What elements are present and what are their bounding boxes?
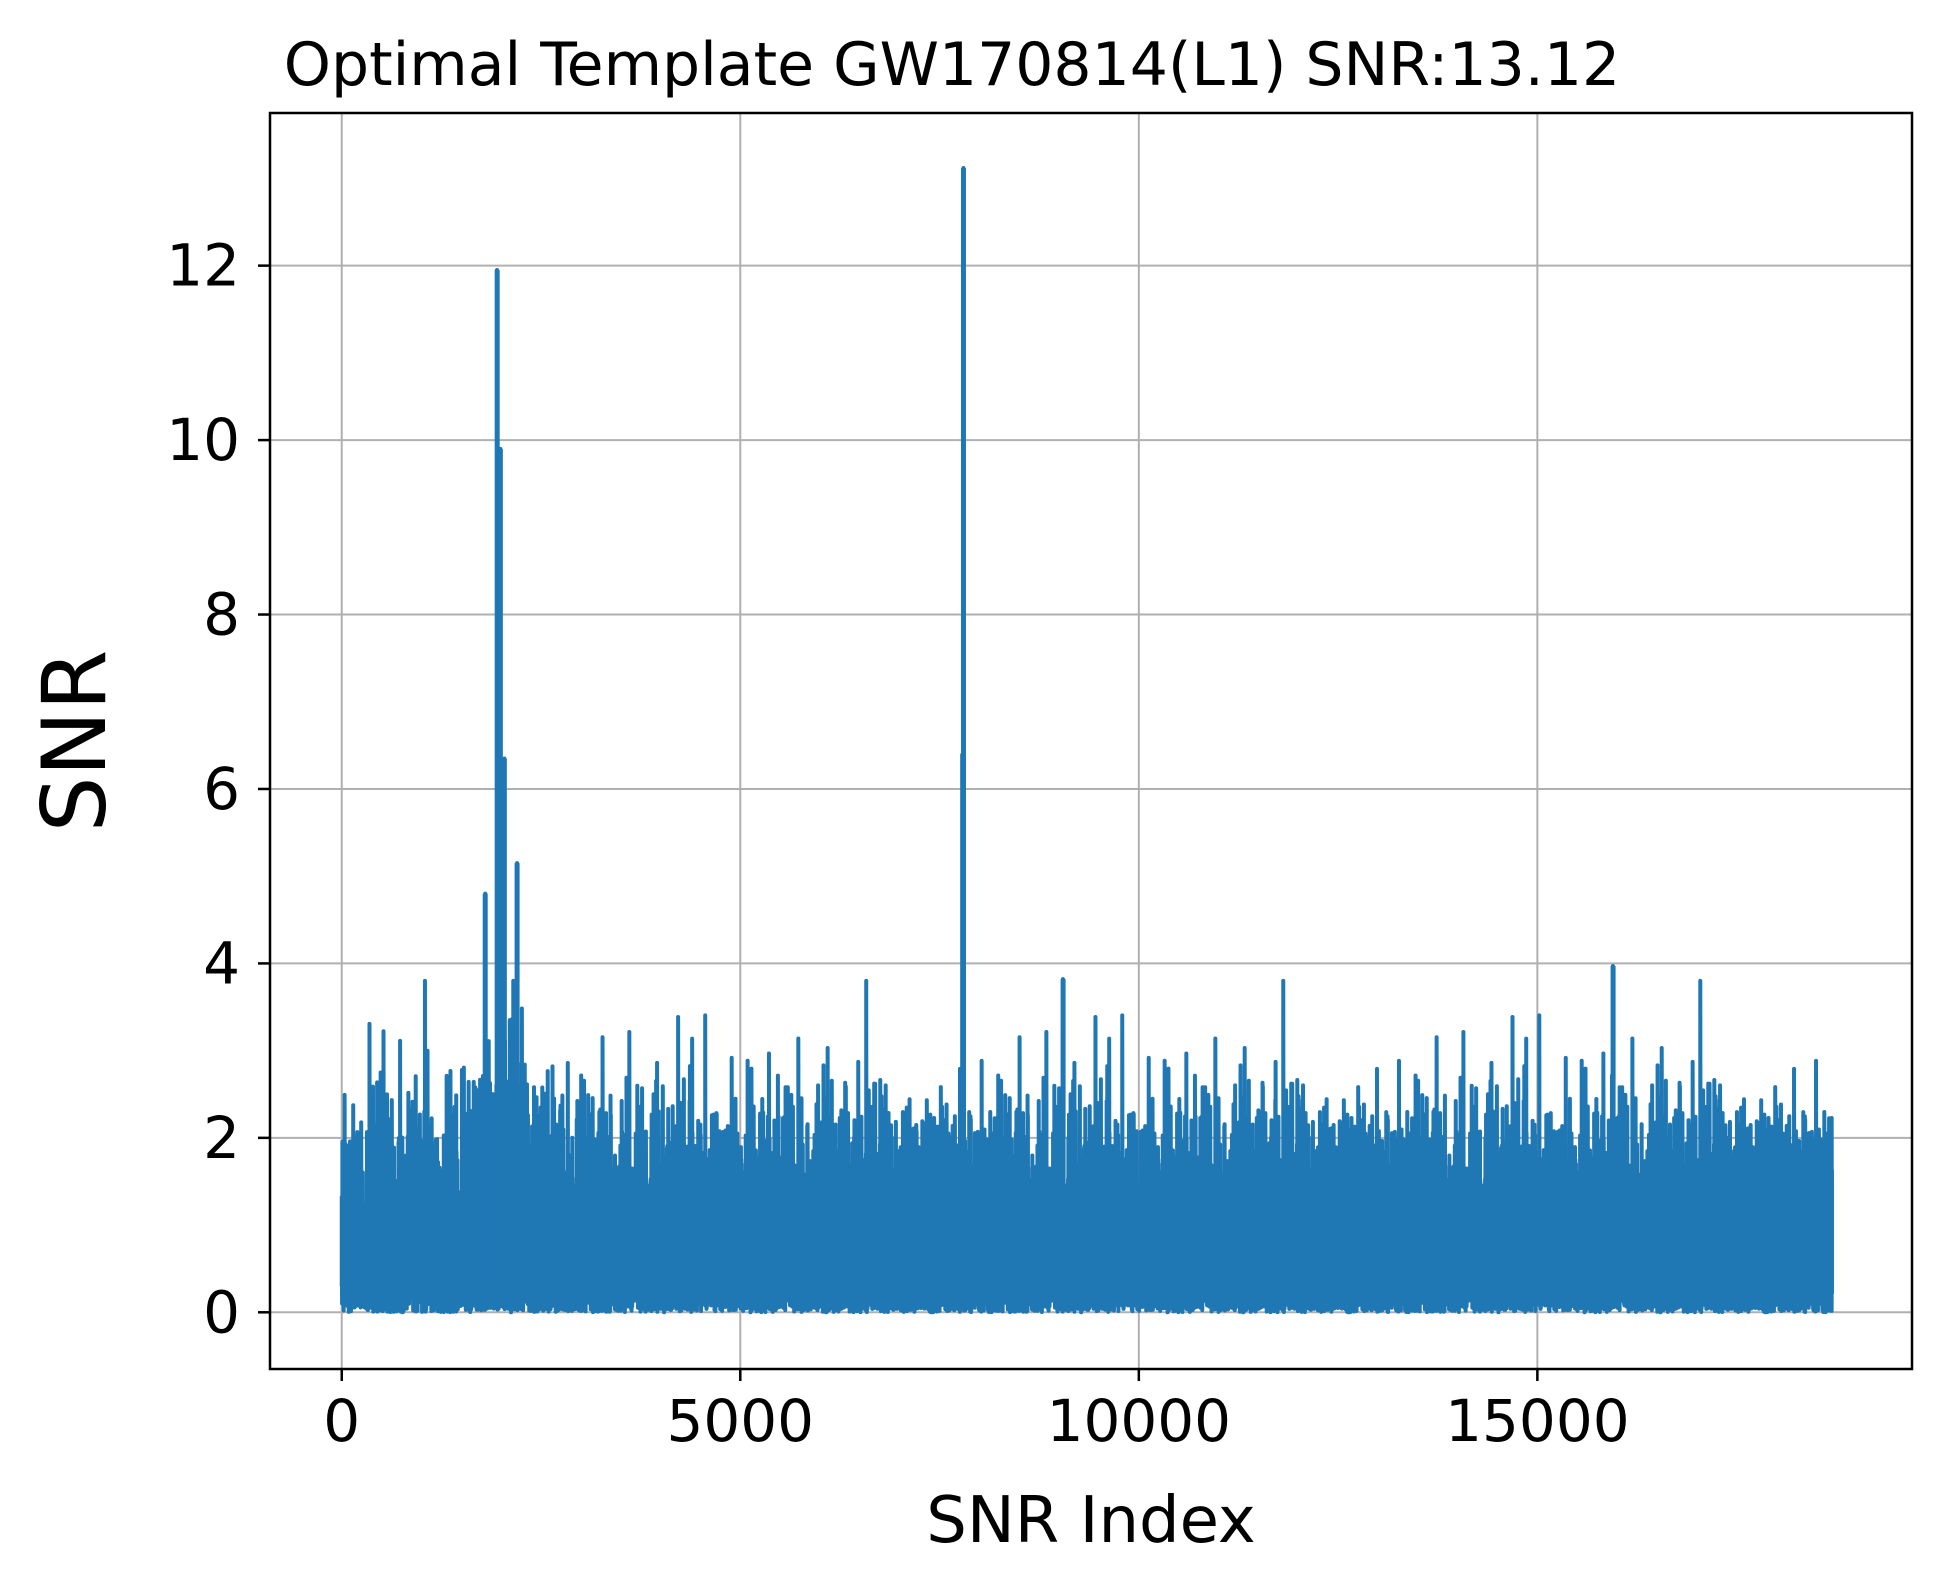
y-tick-label: 0 [203,1278,240,1346]
y-tick-label: 6 [203,755,240,823]
x-tick-label: 0 [323,1387,360,1455]
y-tick-label: 8 [203,581,240,649]
x-tick-label: 5000 [666,1387,814,1455]
y-tick-label: 4 [203,929,240,997]
axis-ticks: 0 5000 10000 15000 0 2 4 6 8 10 12 [166,232,1629,1455]
x-tick-label: 15000 [1445,1387,1630,1455]
chart-title: Optimal Template GW170814(L1) SNR:13.12 [284,30,1620,100]
series-line [339,165,1834,1315]
peak-marks [482,167,1616,1287]
y-tick-label: 10 [166,406,240,474]
y-tick-label: 12 [166,232,240,300]
y-tick-label: 2 [203,1104,240,1172]
x-axis-label: SNR Index [926,1484,1256,1558]
plot-frame [268,111,1914,1371]
x-tick-label: 10000 [1047,1387,1232,1455]
y-axis-label: SNR [23,650,126,833]
